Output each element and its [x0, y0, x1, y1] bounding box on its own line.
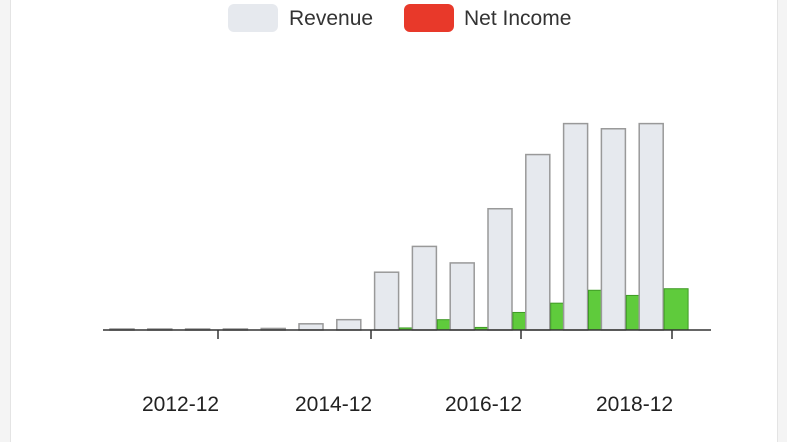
- bar-revenue[interactable]: [600, 128, 627, 331]
- legend-swatch-revenue: [228, 4, 278, 32]
- legend-item-net-income[interactable]: Net Income: [404, 4, 571, 32]
- legend-label-revenue: Revenue: [289, 7, 373, 30]
- legend-label-net-income: Net Income: [464, 7, 571, 30]
- legend-swatch-net-income: [404, 4, 454, 32]
- chart-svg: Revenue Net Income 2012-12 2014-12 2016-12…: [103, 4, 711, 416]
- bar-revenue[interactable]: [298, 323, 324, 331]
- bars: [109, 122, 689, 331]
- chart-card: Revenue Net Income 2012-12 2014-12 2016-12…: [10, 0, 778, 442]
- bar-revenue[interactable]: [487, 207, 513, 331]
- bar-revenue[interactable]: [411, 245, 438, 331]
- bar-revenue[interactable]: [525, 153, 551, 331]
- bar-revenue[interactable]: [373, 271, 400, 331]
- bar-revenue[interactable]: [638, 122, 664, 331]
- bar-revenue[interactable]: [449, 262, 475, 331]
- bar-revenue[interactable]: [336, 318, 362, 331]
- x-axis: 2012-12 2014-12 2016-12 2018-12: [103, 329, 711, 416]
- x-tick-label: 2014-12: [295, 393, 372, 416]
- legend: Revenue Net Income: [228, 4, 571, 32]
- x-tick-label: 2016-12: [445, 393, 522, 416]
- legend-item-revenue[interactable]: Revenue: [228, 4, 373, 32]
- bar-net-income[interactable]: [663, 288, 689, 331]
- bar-revenue[interactable]: [562, 122, 589, 331]
- x-tick-label: 2012-12: [142, 393, 219, 416]
- x-tick-label: 2018-12: [596, 393, 673, 416]
